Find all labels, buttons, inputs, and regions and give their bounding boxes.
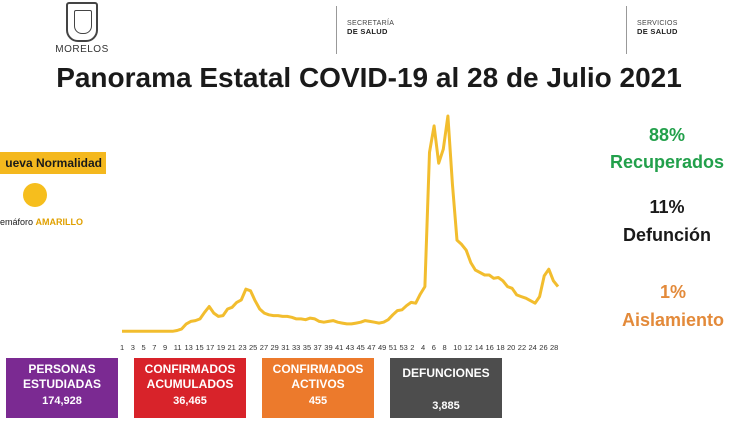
x-tick-label: 53 <box>400 343 408 352</box>
dept1-line1: SECRETARÍA <box>347 20 395 27</box>
x-tick-label: 45 <box>357 343 365 352</box>
morelos-logo: MORELOS <box>52 2 112 58</box>
x-tick-label: 35 <box>303 343 311 352</box>
dept2-line1: SERVICIOS <box>637 20 678 27</box>
aislamiento-label: Aislamiento <box>621 310 725 330</box>
secretaria-salud-label: SECRETARÍA DE SALUD <box>336 6 394 54</box>
x-tick-label: 19 <box>217 343 225 352</box>
x-tick-label: 25 <box>249 343 257 352</box>
defuncion-percent: 11% <box>649 197 685 217</box>
x-tick-label: 41 <box>335 343 343 352</box>
x-tick-label: 24 <box>529 343 537 352</box>
personas-estudiadas-card: PERSONAS ESTUDIADAS 174,928 <box>6 358 118 418</box>
personas-line2: ESTUDIADAS <box>22 377 101 391</box>
def-value: 3,885 <box>432 400 460 412</box>
covid-line-chart: 1 3 5 7 9 11 13 15 17 19 21 23 25 27 29 31 33 35 37 39 41 43 4… <box>120 114 560 352</box>
dept2-line2: DE SALUD <box>637 27 678 36</box>
conf-act-line1: CONFIRMADOS <box>272 362 364 376</box>
x-tick-label: 22 <box>518 343 526 352</box>
confirmados-acumulados-card: CONFIRMADOS ACUMULADOS 36,465 <box>134 358 246 418</box>
conf-act-line2: ACTIVOS <box>291 377 345 391</box>
x-tick-label: 47 <box>367 343 375 352</box>
x-tick-label: 15 <box>195 343 203 352</box>
conf-acum-line1: CONFIRMADOS <box>144 362 236 376</box>
morelos-emblem-icon <box>66 2 98 42</box>
semaforo-label-color: AMARILLO <box>35 217 84 227</box>
x-tick-label: 1 <box>120 343 124 352</box>
x-tick-label: 31 <box>281 343 289 352</box>
x-tick-label: 13 <box>185 343 193 352</box>
semaforo-label-prefix: emáforo <box>0 217 34 227</box>
x-tick-label: 23 <box>238 343 246 352</box>
def-line1: DEFUNCIONES <box>402 366 490 380</box>
x-tick-label: 27 <box>260 343 268 352</box>
personas-line1: PERSONAS <box>28 362 96 376</box>
x-tick-label: 5 <box>142 343 146 352</box>
x-tick-label: 12 <box>464 343 472 352</box>
x-tick-label: 7 <box>152 343 156 352</box>
x-tick-label: 49 <box>378 343 386 352</box>
aislamiento-percent: 1% <box>659 282 686 302</box>
personas-value: 174,928 <box>42 395 82 407</box>
x-tick-label: 10 <box>453 343 461 352</box>
x-tick-label: 29 <box>271 343 279 352</box>
semaforo-dot-icon <box>23 183 47 207</box>
x-tick-label: 17 <box>206 343 214 352</box>
recuperados-label: Recuperados <box>609 152 725 172</box>
conf-acum-value: 36,465 <box>173 395 207 407</box>
semaforo-label: emáforo AMARILLO <box>0 217 83 227</box>
conf-acum-line2: ACUMULADOS <box>146 377 234 391</box>
dept1-line2: DE SALUD <box>347 27 388 36</box>
covid-cases-line <box>122 114 560 333</box>
x-tick-label: 37 <box>314 343 322 352</box>
x-tick-label: 16 <box>486 343 494 352</box>
semaforo-tag: ueva Normalidad <box>0 152 106 174</box>
x-tick-label: 9 <box>163 343 167 352</box>
x-tick-label: 51 <box>389 343 397 352</box>
x-tick-label: 11 <box>174 343 182 352</box>
recuperados-percent: 88% <box>648 125 686 145</box>
x-tick-label: 21 <box>228 343 236 352</box>
confirmados-activos-card: CONFIRMADOS ACTIVOS 455 <box>262 358 374 418</box>
defunciones-card: DEFUNCIONES 3,885 <box>390 358 502 418</box>
x-tick-label: 43 <box>346 343 354 352</box>
x-tick-label: 4 <box>421 343 425 352</box>
x-tick-label: 39 <box>324 343 332 352</box>
x-tick-label: 26 <box>539 343 547 352</box>
x-tick-label: 3 <box>131 343 135 352</box>
page-title: Panorama Estatal COVID-19 al 28 de Julio… <box>56 62 682 93</box>
x-tick-label: 8 <box>443 343 447 352</box>
x-tick-label: 6 <box>432 343 436 352</box>
x-tick-label: 20 <box>507 343 515 352</box>
servicios-salud-label: SERVICIOS DE SALUD <box>626 6 678 54</box>
logo-text: MORELOS <box>55 44 109 55</box>
defuncion-label: Defunción <box>623 225 711 245</box>
x-tick-label: 14 <box>475 343 483 352</box>
x-tick-label: 28 <box>550 343 558 352</box>
x-tick-label: 2 <box>410 343 414 352</box>
conf-act-value: 455 <box>308 395 328 407</box>
x-tick-label: 33 <box>292 343 300 352</box>
x-tick-label: 18 <box>496 343 504 352</box>
